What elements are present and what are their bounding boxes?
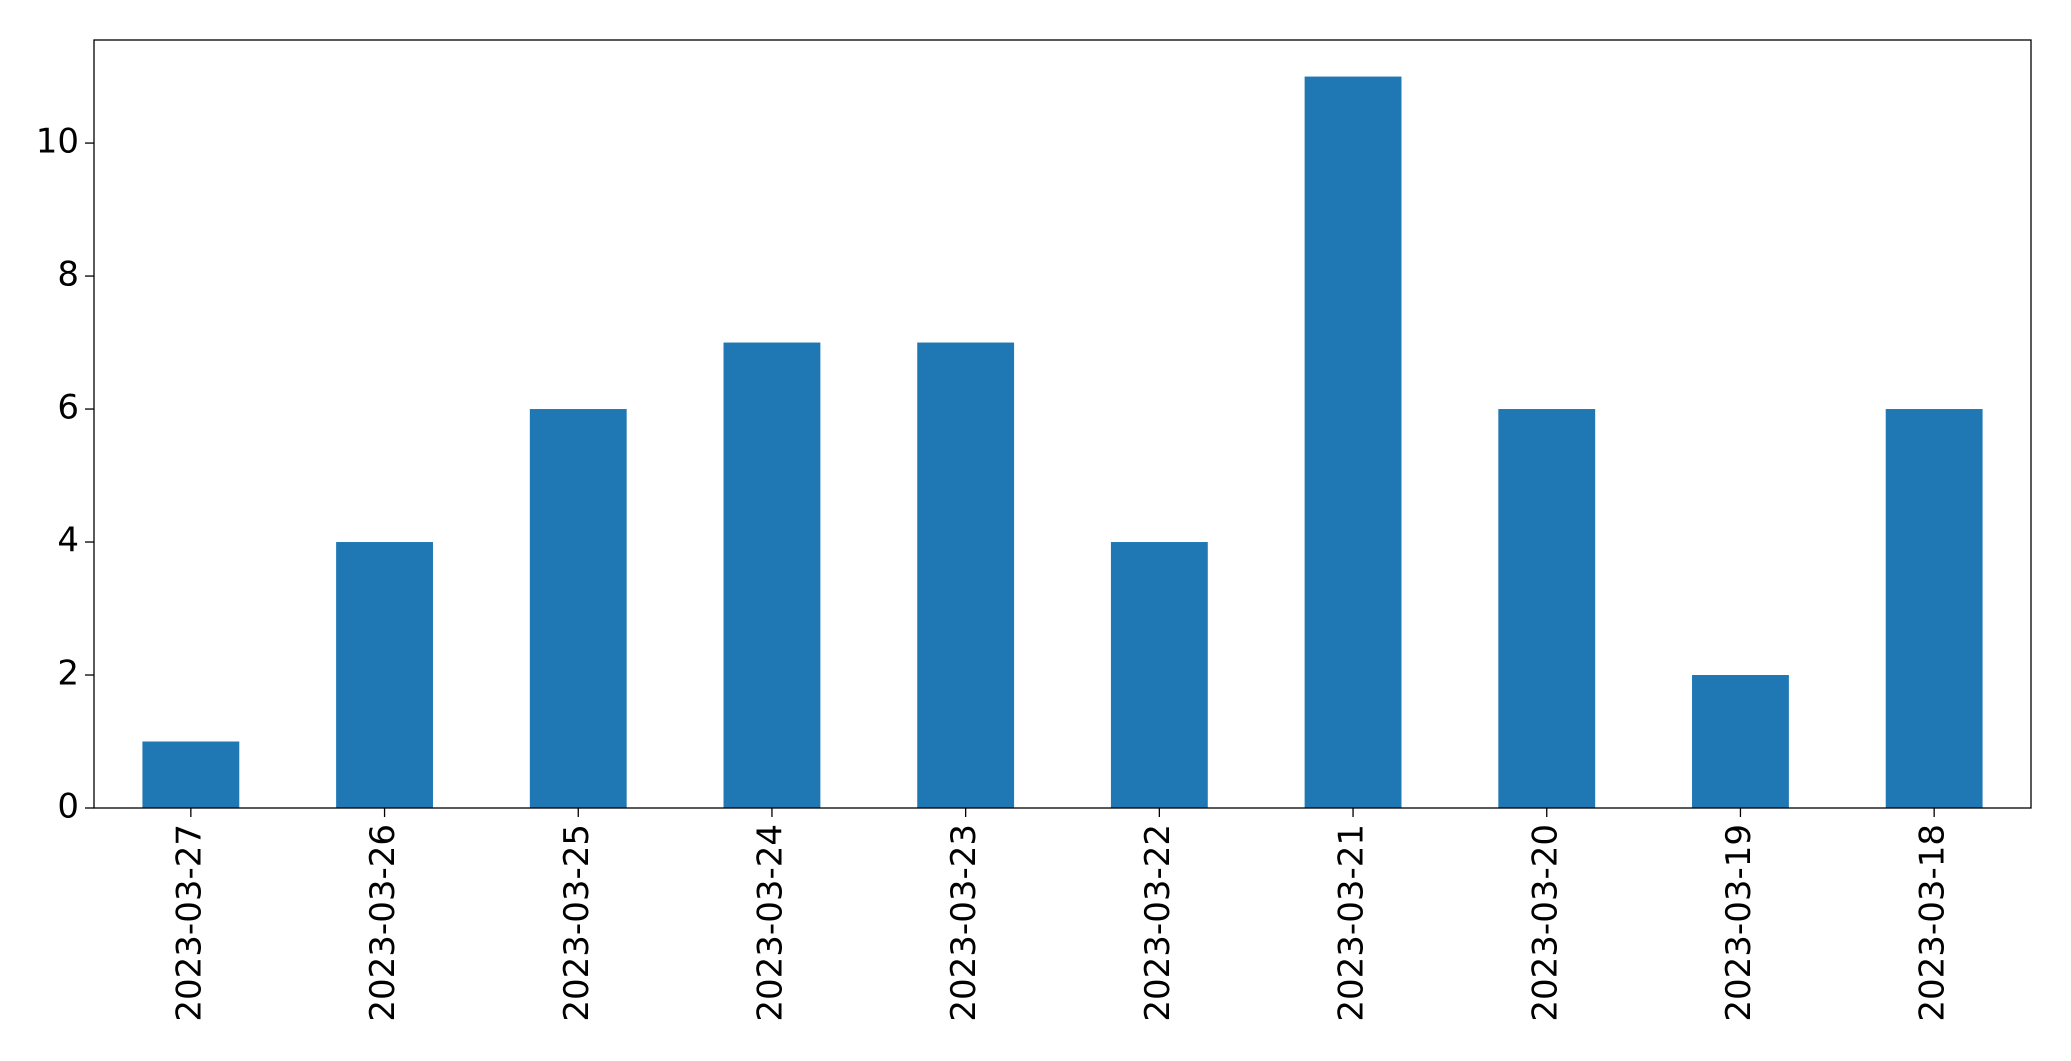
x-tick-label: 2023-03-25 (557, 824, 597, 1022)
x-tick-label: 2023-03-22 (1138, 824, 1178, 1022)
bar (142, 741, 240, 808)
y-tick-label: 10 (36, 122, 79, 162)
bar (1498, 409, 1596, 808)
x-tick-label: 2023-03-19 (1719, 824, 1759, 1022)
bar (1304, 76, 1402, 809)
x-tick-label: 2023-03-27 (169, 824, 209, 1022)
bar (917, 342, 1015, 808)
bar (1692, 675, 1789, 808)
y-tick-label: 6 (57, 388, 79, 428)
bar (529, 409, 627, 808)
x-tick-label: 2023-03-23 (944, 824, 984, 1022)
x-tick-label: 2023-03-24 (750, 824, 790, 1022)
x-tick-label: 2023-03-20 (1525, 824, 1565, 1022)
plot-frame (93, 39, 2032, 809)
x-tick-label: 2023-03-18 (1913, 824, 1953, 1022)
bar (723, 342, 821, 808)
x-tick-label: 2023-03-26 (363, 824, 403, 1022)
y-tick-label: 0 (57, 787, 79, 827)
y-tick-label: 4 (57, 521, 79, 561)
bar (336, 542, 433, 808)
y-tick-label: 8 (57, 255, 79, 295)
bar (1885, 409, 1983, 808)
y-tick-label: 2 (57, 654, 79, 694)
x-tick-label: 2023-03-21 (1332, 824, 1372, 1022)
bar (1110, 542, 1208, 808)
